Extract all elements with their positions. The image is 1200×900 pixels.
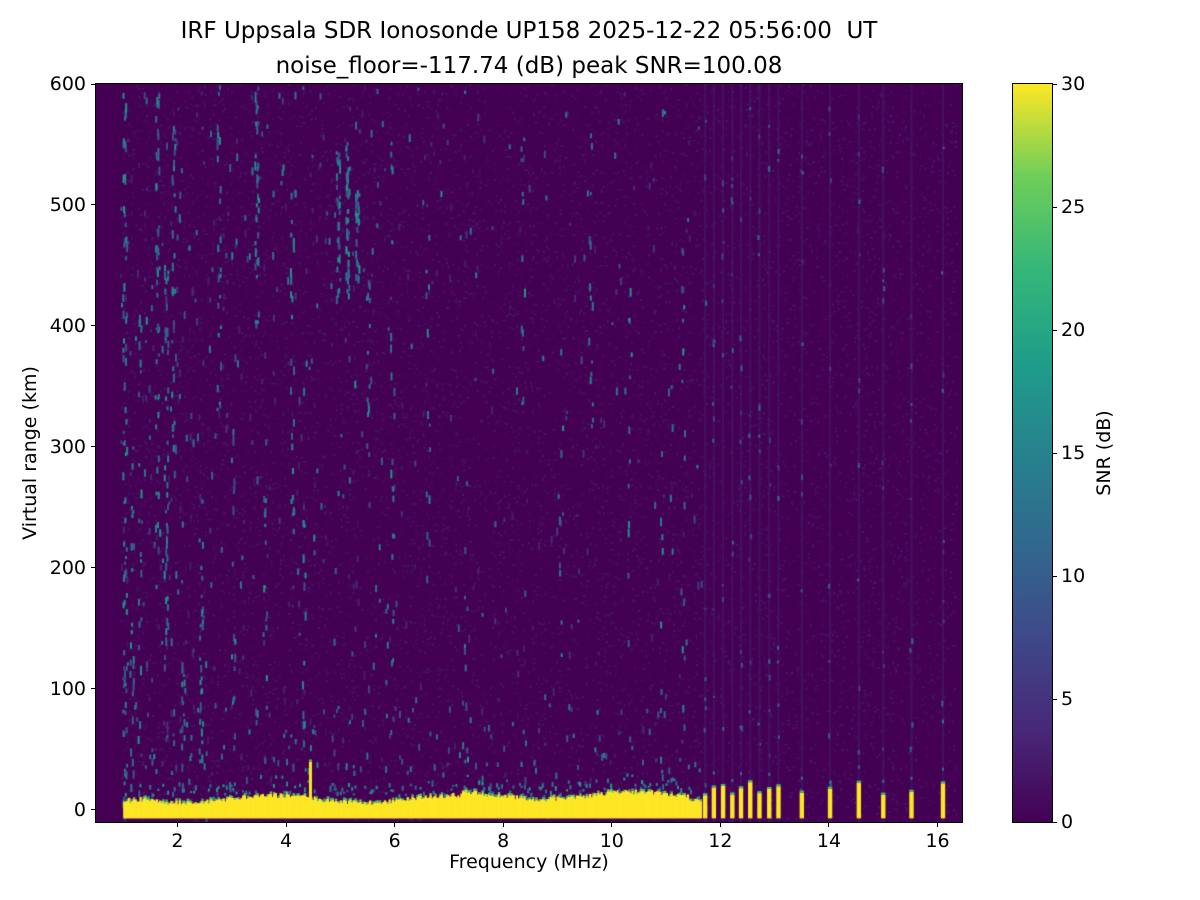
x-tick-mark (502, 823, 504, 827)
x-tick-label: 6 (388, 830, 401, 852)
x-tick-label: 4 (279, 830, 293, 852)
x-tick-mark (937, 823, 939, 827)
y-tick-label: 500 (49, 193, 86, 216)
x-tick-mark (611, 823, 613, 827)
chart-subtitle: noise_floor=-117.74 (dB) peak SNR=100.08 (275, 53, 783, 79)
ionogram-canvas (96, 84, 962, 822)
colorbar-tick-mark (1053, 698, 1057, 700)
x-tick-label: 12 (708, 830, 733, 852)
colorbar-tick-label: 25 (1061, 196, 1086, 218)
y-tick-label: 100 (49, 677, 86, 700)
colorbar-label: SNR (dB) (1093, 410, 1115, 496)
colorbar-tick-label: 10 (1061, 565, 1086, 587)
colorbar-tick-mark (1053, 452, 1057, 454)
colorbar-tick-mark (1053, 329, 1057, 331)
colorbar-gradient (1013, 84, 1052, 822)
x-tick-mark (828, 823, 830, 827)
chart-title: IRF Uppsala SDR Ionosonde UP158 2025-12-… (180, 18, 878, 44)
y-tick-label: 400 (49, 314, 86, 337)
x-tick-mark (285, 823, 287, 827)
x-tick-label: 2 (171, 830, 184, 852)
x-tick-mark (176, 823, 178, 827)
colorbar-tick-mark (1053, 83, 1057, 85)
colorbar-tick-label: 15 (1061, 442, 1086, 464)
x-tick-label: 14 (816, 830, 842, 852)
colorbar-tick-label: 20 (1061, 319, 1086, 341)
colorbar-tick-mark (1053, 575, 1057, 577)
y-tick-label: 200 (49, 556, 86, 579)
colorbar (1012, 83, 1053, 823)
y-tick-label: 600 (49, 73, 86, 95)
x-axis-label: Frequency (MHz) (449, 851, 609, 873)
x-tick-label: 10 (599, 830, 624, 852)
x-tick-mark (719, 823, 721, 827)
colorbar-tick-mark (1053, 821, 1057, 823)
x-tick-label: 8 (497, 830, 510, 852)
colorbar-tick-label: 30 (1061, 73, 1086, 95)
y-tick-label: 0 (73, 798, 86, 821)
colorbar-tick-label: 5 (1061, 688, 1074, 710)
y-axis-label: Virtual range (km) (19, 366, 41, 540)
x-tick-label: 16 (925, 830, 950, 852)
colorbar-tick-mark (1053, 206, 1057, 208)
x-tick-mark (394, 823, 396, 827)
plot-area (95, 83, 963, 823)
colorbar-tick-label: 0 (1061, 811, 1074, 833)
